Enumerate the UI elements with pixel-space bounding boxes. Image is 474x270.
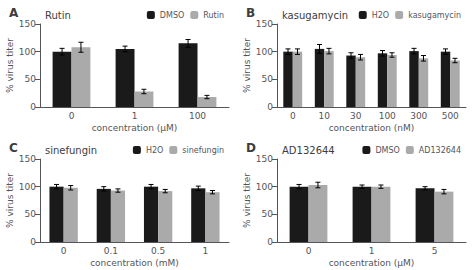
svg-text:C: C — [9, 141, 18, 155]
svg-text:sinefungin: sinefungin — [182, 146, 224, 155]
svg-text:0: 0 — [306, 246, 312, 256]
svg-text:150: 150 — [256, 19, 273, 29]
svg-text:1: 1 — [369, 246, 375, 256]
svg-text:0: 0 — [30, 102, 36, 112]
svg-text:0: 0 — [267, 237, 273, 247]
svg-text:150: 150 — [256, 154, 273, 164]
svg-text:50: 50 — [25, 209, 37, 219]
svg-text:B: B — [246, 6, 255, 20]
svg-text:concentration (nM): concentration (nM) — [329, 123, 415, 133]
svg-text:0.5: 0.5 — [151, 246, 165, 256]
svg-text:sinefungin: sinefungin — [45, 145, 97, 156]
svg-text:kasugamycin: kasugamycin — [282, 10, 348, 21]
svg-text:H2O: H2O — [146, 146, 163, 155]
svg-text:30: 30 — [350, 111, 362, 121]
svg-text:D: D — [246, 141, 256, 155]
svg-text:300: 300 — [410, 111, 427, 121]
svg-text:Rutin: Rutin — [45, 10, 71, 21]
svg-text:50: 50 — [25, 74, 37, 84]
svg-text:1: 1 — [132, 111, 138, 121]
svg-text:kasugamycin: kasugamycin — [408, 11, 461, 20]
svg-text:150: 150 — [19, 19, 36, 29]
svg-text:AD132644: AD132644 — [282, 145, 335, 156]
svg-text:Rutin: Rutin — [203, 11, 224, 20]
svg-text:% virus titer: % virus titer — [242, 173, 252, 228]
svg-text:concentration (mM): concentration (mM) — [90, 258, 179, 268]
svg-text:0: 0 — [267, 102, 273, 112]
svg-text:DMSO: DMSO — [160, 11, 184, 20]
svg-text:% virus titer: % virus titer — [5, 38, 15, 93]
svg-text:0: 0 — [69, 111, 75, 121]
svg-text:50: 50 — [262, 74, 274, 84]
svg-text:5: 5 — [432, 246, 438, 256]
svg-text:% virus titer: % virus titer — [242, 38, 252, 93]
svg-text:1: 1 — [203, 246, 209, 256]
svg-text:0: 0 — [290, 111, 296, 121]
svg-text:0: 0 — [30, 237, 36, 247]
svg-text:100: 100 — [256, 47, 273, 57]
svg-text:AD132644: AD132644 — [419, 146, 461, 155]
svg-text:100: 100 — [189, 111, 206, 121]
svg-text:A: A — [9, 6, 19, 20]
svg-text:H2O: H2O — [372, 11, 389, 20]
svg-text:10: 10 — [319, 111, 331, 121]
svg-text:100: 100 — [379, 111, 396, 121]
svg-text:50: 50 — [262, 209, 274, 219]
svg-text:concentration (μM): concentration (μM) — [92, 123, 178, 133]
svg-text:150: 150 — [19, 154, 36, 164]
svg-text:0: 0 — [61, 246, 67, 256]
svg-text:100: 100 — [256, 182, 273, 192]
svg-text:% virus titer: % virus titer — [5, 173, 15, 228]
svg-text:500: 500 — [442, 111, 459, 121]
svg-text:DMSO: DMSO — [375, 146, 399, 155]
svg-text:100: 100 — [19, 47, 36, 57]
svg-text:100: 100 — [19, 182, 36, 192]
svg-text:0.1: 0.1 — [104, 246, 118, 256]
svg-text:concentration (μM): concentration (μM) — [329, 258, 415, 268]
